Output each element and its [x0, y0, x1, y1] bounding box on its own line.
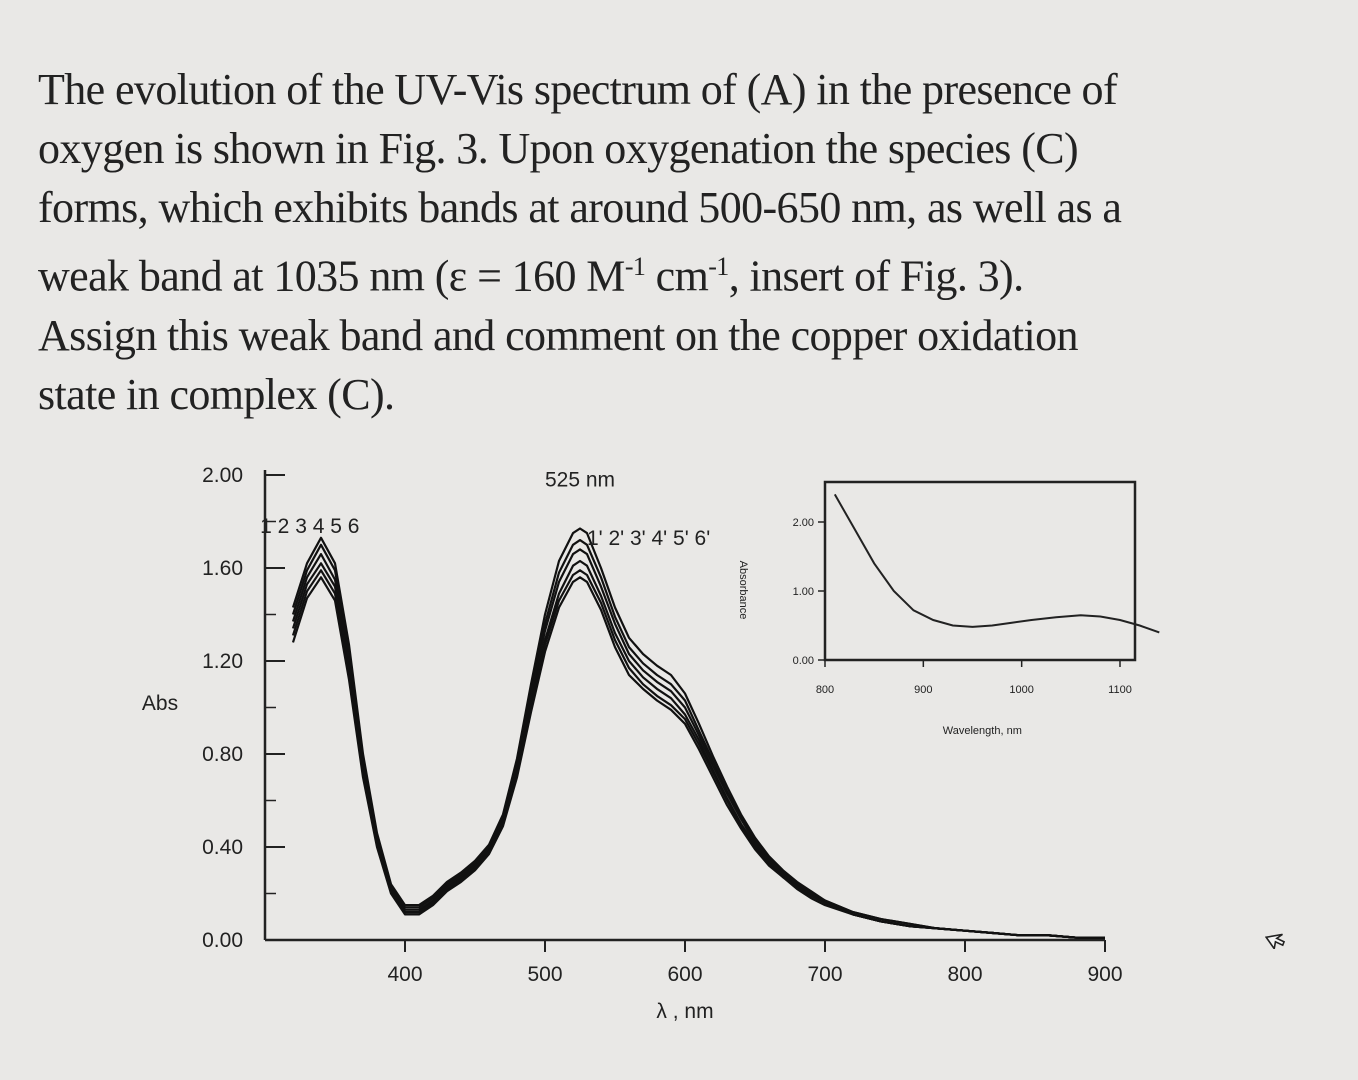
main-series-group [291, 527, 1105, 939]
text-line-5: Assign this weak band and comment on the… [38, 310, 1079, 360]
main-axes [263, 470, 1106, 952]
text-line-4-part-a: weak band at 1035 nm (ε = 160 M [38, 251, 625, 301]
y-tick-label-5: 2.00 [202, 464, 243, 487]
text-line-4-sup-1: -1 [624, 252, 646, 281]
annotation-2: 1' 2' 3' 4' 5' 6' [587, 527, 710, 550]
text-line-4-sup-2: -1 [708, 252, 729, 281]
inset-x-tick-label-3: 1100 [1108, 684, 1132, 696]
x-tick-label-2: 600 [667, 963, 702, 986]
y-tick-label-1: 0.40 [202, 836, 243, 859]
y-tick-label-3: 1.20 [202, 650, 243, 673]
uv-vis-figure: 0.00 0.40 0.80 1.20 1.60 2.00 400 500 600 700 800 9… [142, 464, 1160, 1023]
inset-y-tick-label-0: 0.00 [793, 655, 814, 667]
y-tick-label-2: 0.80 [202, 743, 243, 766]
inset-chart: 0.00 1.00 2.00 800 900 1000 1100 Wavelength, nm… [737, 480, 1160, 737]
annotation-1: 1 2 3 4 5 6 [260, 515, 359, 538]
text-line-3: forms, which exhibits bands at around 50… [38, 183, 1122, 232]
inset-y-tick-label-1: 1.00 [793, 586, 814, 598]
question-text: The evolution of the UV-Vis spectrum of … [38, 60, 1328, 424]
x-tick-label-5: 900 [1087, 963, 1122, 986]
y-axis-title: Abs [142, 692, 178, 715]
inset-x-axis-title: Wavelength, nm [943, 725, 1022, 737]
inset-x-tick-label-2: 1000 [1009, 684, 1033, 696]
text-line-6: state in complex (C). [38, 369, 395, 419]
inset-y-tick-label-2: 2.00 [793, 517, 814, 529]
text-line-1: The evolution of the UV-Vis spectrum of … [38, 65, 1118, 114]
x-tick-label-3: 700 [807, 963, 842, 986]
inset-frame [823, 480, 1137, 662]
text-line-4-part-b: cm [645, 251, 709, 301]
text-line-4: weak band at 1035 nm (ε = 160 M-1 cm-1, … [38, 237, 1328, 306]
x-tick-label-1: 500 [527, 963, 562, 986]
inset-series-line [833, 493, 1160, 634]
inset-x-tick-label-0: 800 [816, 684, 834, 696]
main-labels: 0.00 0.40 0.80 1.20 1.60 2.00 400 500 600 700 800 9… [142, 464, 1123, 1023]
y-tick-label-4: 1.60 [202, 557, 243, 580]
mouse-pointer-icon [1265, 933, 1286, 949]
inset-y-axis-title: Absorbance [737, 561, 749, 620]
annotation-0: 525 nm [545, 469, 615, 492]
series-line-2 [291, 538, 1105, 939]
y-tick-label-0: 0.00 [202, 929, 243, 952]
series-line-6 [291, 576, 1105, 939]
x-tick-label-0: 400 [387, 963, 422, 986]
text-line-4-part-c: , insert of Fig. 3). [728, 251, 1024, 301]
x-axis-title: λ , nm [656, 1000, 713, 1023]
text-line-2: oxygen is shown in Fig. 3. Upon oxygenat… [38, 124, 1079, 173]
x-tick-label-4: 800 [947, 963, 982, 986]
inset-x-tick-label-1: 900 [914, 684, 932, 696]
